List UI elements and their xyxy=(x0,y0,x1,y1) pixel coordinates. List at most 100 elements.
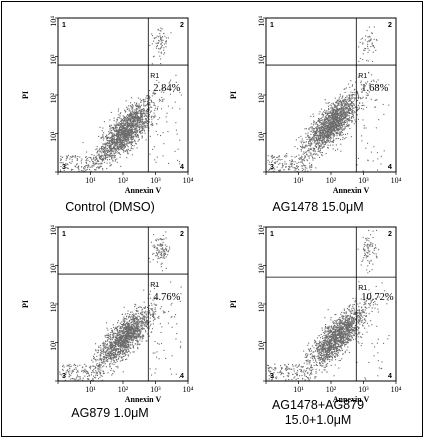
cell-dot xyxy=(328,120,330,122)
cell-dot xyxy=(328,120,330,122)
cell-dot xyxy=(333,128,335,130)
cell-dot xyxy=(152,316,154,318)
cell-dot xyxy=(324,137,326,139)
cell-dot xyxy=(134,128,136,130)
cell-dot xyxy=(106,136,108,138)
cell-dot xyxy=(355,121,357,123)
cell-dot xyxy=(331,127,333,129)
cell-dot xyxy=(362,104,364,106)
cell-dot xyxy=(361,140,363,142)
cell-dot xyxy=(388,84,390,86)
cell-dot xyxy=(174,101,176,103)
cell-dot xyxy=(156,123,158,125)
cell-dot xyxy=(138,117,140,119)
cell-dot xyxy=(129,128,131,130)
cell-dot xyxy=(307,141,309,143)
cell-dot xyxy=(338,124,340,126)
cell-dot xyxy=(304,169,306,171)
cell-dot xyxy=(93,165,95,167)
quadrant-number: 2 xyxy=(180,22,184,29)
cell-dot xyxy=(324,115,326,117)
cell-dot xyxy=(348,108,350,110)
cell-dot xyxy=(128,138,130,140)
cell-dot xyxy=(113,360,115,362)
caption-line: Control (DMSO) xyxy=(65,200,155,214)
cell-dot xyxy=(328,133,330,135)
cell-dot xyxy=(311,137,313,139)
cell-dot xyxy=(135,119,137,121)
cell-dot xyxy=(117,146,119,148)
cell-dot xyxy=(329,134,331,136)
cell-dot xyxy=(140,99,142,101)
cell-dot xyxy=(179,139,181,141)
cell-dot xyxy=(335,125,337,127)
cell-dot xyxy=(131,121,133,123)
cell-dot xyxy=(318,120,320,122)
cell-dot xyxy=(103,357,105,359)
cell-dot xyxy=(102,151,104,153)
cell-dot xyxy=(157,106,159,108)
cell-dot xyxy=(359,102,361,104)
cell-dot xyxy=(112,139,114,141)
cell-dot xyxy=(141,109,143,111)
cell-dot xyxy=(78,170,80,172)
cell-dot xyxy=(126,127,128,129)
cell-dot xyxy=(143,104,145,106)
cell-dot xyxy=(118,137,120,139)
cell-dot xyxy=(335,111,337,113)
cell-dot xyxy=(117,129,119,131)
cell-dot xyxy=(348,100,350,102)
cell-dot xyxy=(109,131,111,133)
cell-dot xyxy=(100,374,102,376)
cell-dot xyxy=(124,135,126,137)
cell-dot xyxy=(115,344,117,346)
cell-dot xyxy=(350,103,352,105)
cell-dot xyxy=(338,119,340,121)
cell-dot xyxy=(127,148,129,150)
cell-dot xyxy=(352,114,354,116)
cell-dot xyxy=(113,137,115,139)
cell-dot xyxy=(98,163,100,165)
cell-dot xyxy=(113,327,115,329)
cell-dot xyxy=(122,325,124,327)
cell-dot xyxy=(104,355,106,357)
cell-dot xyxy=(139,318,141,320)
cell-dot xyxy=(124,345,126,347)
cell-dot xyxy=(365,92,367,94)
cell-dot xyxy=(142,127,144,129)
cell-dot xyxy=(346,102,348,104)
cell-dot xyxy=(116,356,118,358)
cell-dot xyxy=(324,132,326,134)
cell-dot xyxy=(122,371,124,373)
cell-dot xyxy=(112,336,114,338)
cell-dot xyxy=(114,342,116,344)
cell-dot xyxy=(344,100,346,102)
cell-dot xyxy=(333,120,335,122)
cell-dot xyxy=(130,114,132,116)
cell-dot xyxy=(148,118,150,120)
cell-dot xyxy=(161,46,163,48)
cell-dot xyxy=(122,352,124,354)
cell-dot xyxy=(123,328,125,330)
cell-dot xyxy=(121,147,123,149)
cell-dot xyxy=(311,127,313,129)
cell-dot xyxy=(118,133,120,135)
cell-dot xyxy=(304,156,306,158)
cell-dot xyxy=(140,330,142,332)
cell-dot xyxy=(127,332,129,334)
cell-dot xyxy=(340,106,342,108)
cell-dot xyxy=(115,149,117,151)
cell-dot xyxy=(109,147,111,149)
cell-dot xyxy=(118,348,120,350)
cell-dot xyxy=(328,105,330,107)
cell-dot xyxy=(120,134,122,136)
cell-dot xyxy=(102,148,104,150)
cell-dot xyxy=(303,151,305,153)
cell-dot xyxy=(362,108,364,110)
panel-caption: AG1478 15.0μM xyxy=(218,200,418,215)
cell-dot xyxy=(112,133,114,135)
cell-dot xyxy=(145,114,147,116)
cell-dot xyxy=(325,115,327,117)
cell-dot xyxy=(317,142,319,144)
cell-dot xyxy=(128,125,130,127)
